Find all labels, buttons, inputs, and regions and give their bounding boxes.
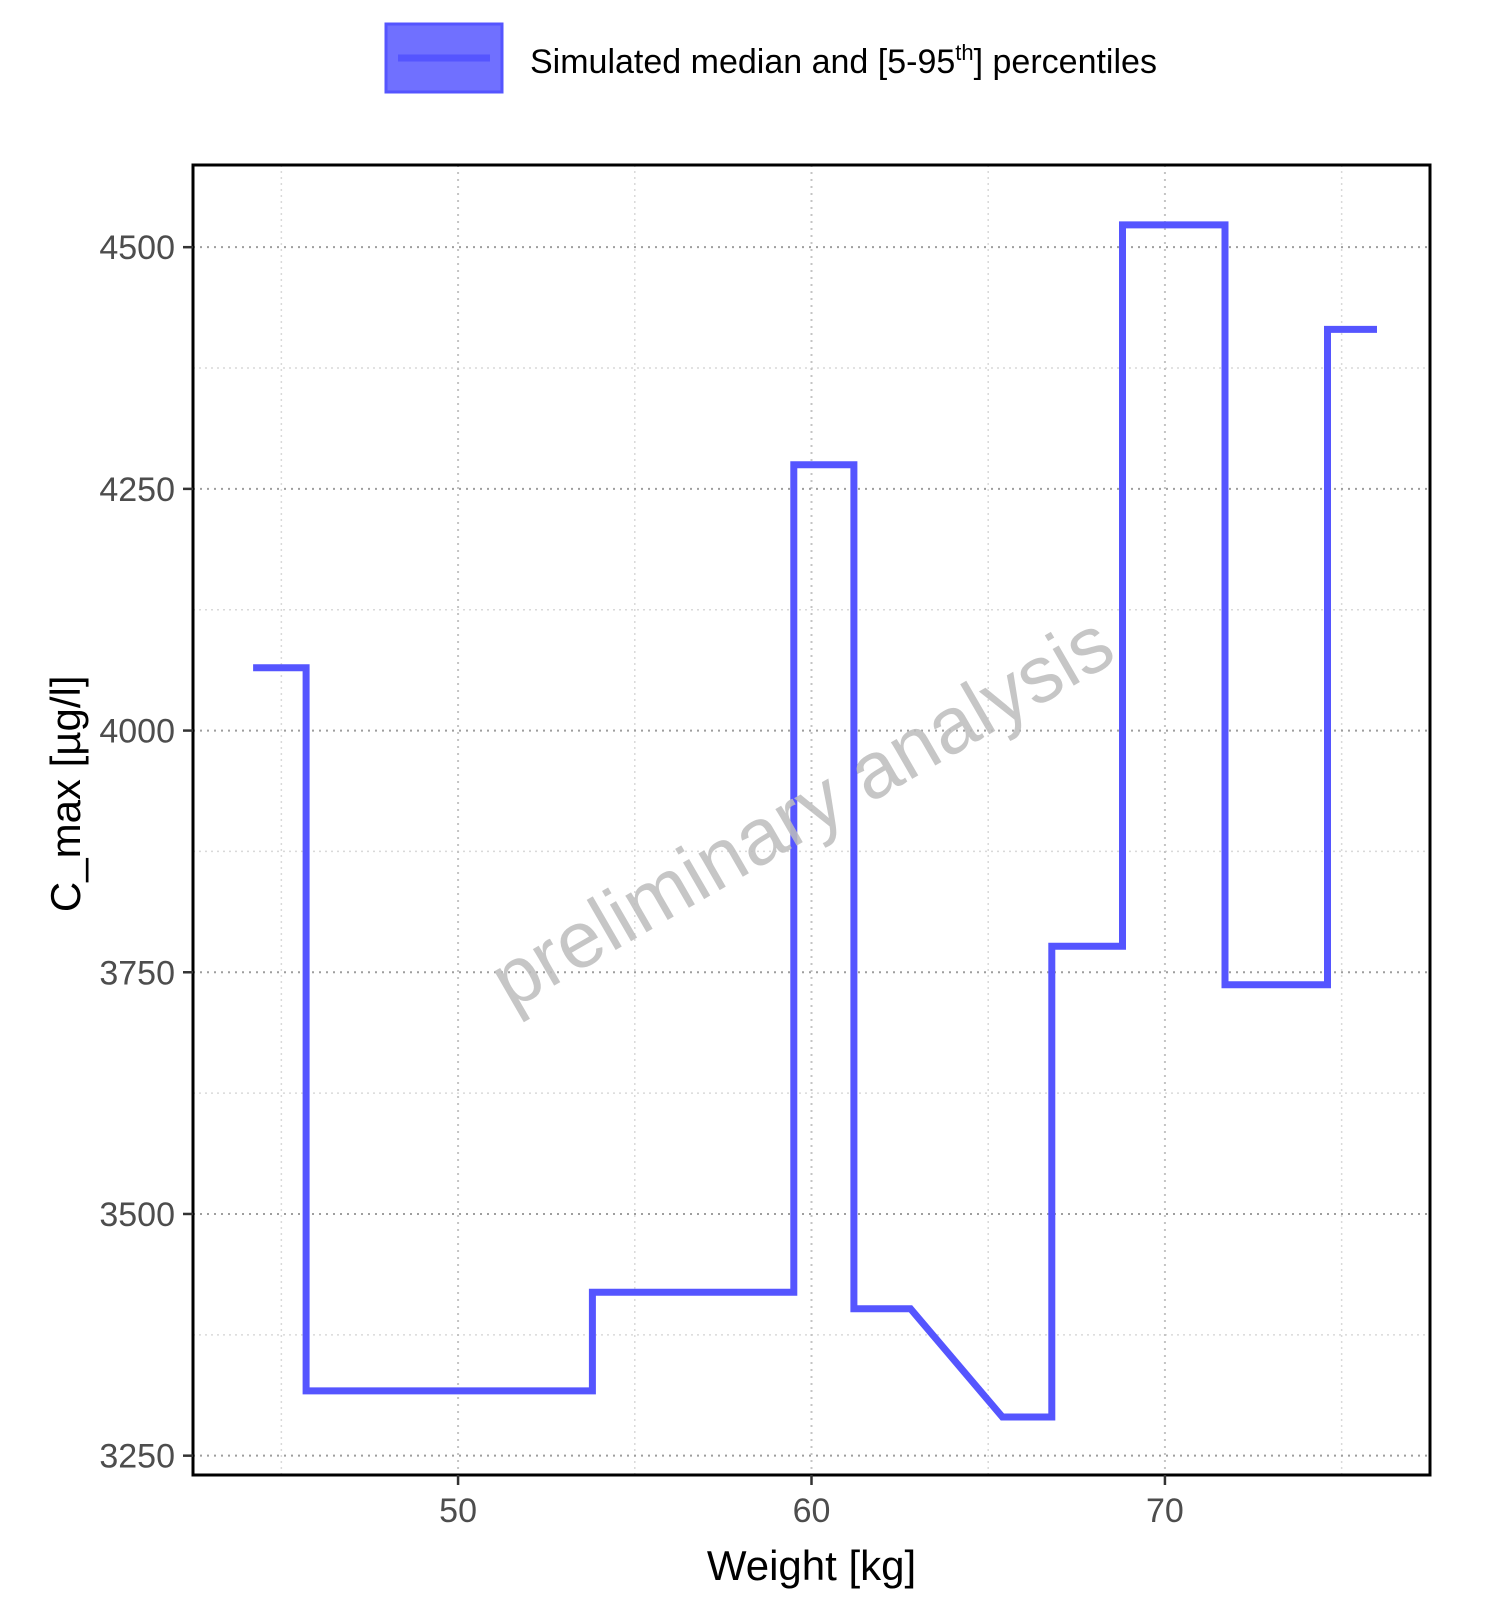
y-tick-label: 3750 xyxy=(99,954,175,992)
plot-panel xyxy=(191,163,1432,1477)
x-axis-title: Weight [kg] xyxy=(707,1542,916,1589)
x-tick-label: 60 xyxy=(793,1492,831,1530)
x-tick-label: 50 xyxy=(439,1492,477,1530)
y-tick-label: 3500 xyxy=(99,1196,175,1234)
series-line xyxy=(253,221,1377,1421)
y-axis: 3250 3500 3750 4000 4250 4500 xyxy=(99,229,193,1476)
x-axis: 50 60 70 xyxy=(439,1475,1184,1530)
y-tick-label: 3250 xyxy=(99,1438,175,1476)
legend-label-sup: th xyxy=(955,40,973,65)
x-tick-label: 70 xyxy=(1146,1492,1184,1530)
y-tick-label: 4250 xyxy=(99,471,175,509)
y-tick-label: 4500 xyxy=(99,229,175,267)
legend-label-suffix: ] percentiles xyxy=(974,43,1157,81)
series-layer xyxy=(253,221,1377,1421)
legend-label-prefix: Simulated median and [5-95 xyxy=(530,43,955,81)
legend-label: Simulated median and [5-95th] percentile… xyxy=(530,40,1157,81)
y-tick-label: 4000 xyxy=(99,713,175,751)
legend: Simulated median and [5-95th] percentile… xyxy=(384,22,1157,94)
y-axis-title: C_max [µg/l] xyxy=(42,675,89,912)
